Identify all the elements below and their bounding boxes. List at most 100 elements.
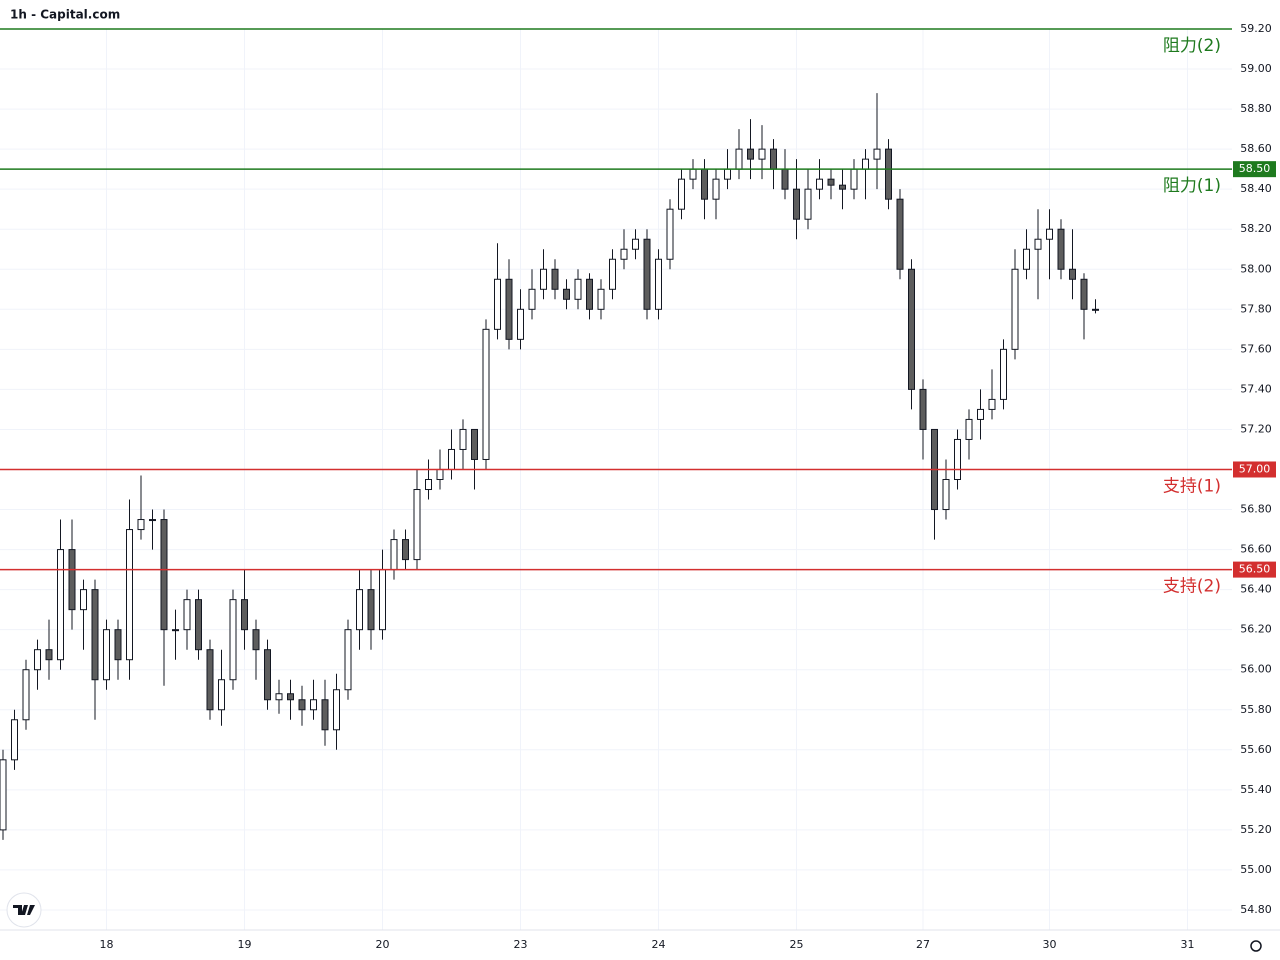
candle-body (482, 328, 490, 460)
candle-body (655, 258, 662, 310)
x-tick-label: 31 (1181, 938, 1195, 951)
candle-body (1092, 308, 1099, 311)
candle-body (563, 288, 570, 300)
candle-body (1069, 268, 1076, 280)
x-tick-label: 23 (514, 938, 528, 951)
price-tag (1233, 161, 1276, 178)
y-tick-label: 55.20 (1240, 823, 1272, 836)
candle-body (597, 288, 605, 310)
price-tag (1233, 561, 1276, 578)
y-tick-label: 56.20 (1240, 623, 1272, 636)
y-tick-label: 56.80 (1240, 503, 1272, 516)
candle-body (609, 258, 616, 290)
candle-body (747, 148, 754, 160)
candle-body (919, 388, 927, 430)
candle-body (126, 529, 133, 661)
candle-body (275, 693, 283, 701)
candle-body (724, 168, 731, 180)
candle-body (379, 569, 386, 631)
candle-body (770, 148, 777, 170)
candle-body (413, 489, 421, 561)
candle-body (298, 699, 306, 711)
logo (6, 892, 42, 928)
level-name: 支持(1) (1163, 476, 1221, 496)
candle-body (1034, 238, 1042, 250)
candle-body (344, 629, 352, 691)
candle-body (367, 589, 375, 631)
price-tag (1233, 461, 1276, 478)
candle-body (505, 278, 513, 340)
candle-body (551, 268, 559, 290)
y-tick-label: 55.60 (1240, 743, 1272, 756)
candle-body (160, 519, 168, 631)
settings-icon[interactable] (1250, 940, 1262, 952)
level-name: 阻力(1) (1163, 176, 1221, 196)
y-tick-label: 56.60 (1240, 543, 1272, 556)
y-tick-label: 55.40 (1240, 783, 1272, 796)
candle-body (356, 589, 363, 631)
candle-body (68, 549, 76, 611)
y-tick-label: 55.00 (1240, 863, 1272, 876)
candle-body (114, 629, 122, 661)
y-tick-label: 57.60 (1240, 342, 1272, 355)
y-tick-label: 58.00 (1240, 262, 1272, 275)
candle-body (310, 699, 317, 711)
candle-body (34, 649, 41, 671)
candle-body (11, 719, 18, 761)
candle-body (528, 288, 536, 310)
candle-body (873, 148, 881, 160)
candle-body (954, 438, 961, 481)
candle-body (540, 268, 547, 290)
candle-body (977, 408, 984, 420)
candle-body (333, 689, 340, 731)
candle-body (57, 549, 64, 661)
candle-body (1023, 248, 1030, 270)
candle-body (701, 168, 708, 200)
candle-body (137, 519, 145, 531)
x-tick-label: 24 (652, 938, 666, 951)
candle-body (988, 398, 996, 410)
candle-body (459, 428, 467, 450)
candle-body (149, 519, 156, 522)
candle-body (1057, 228, 1065, 270)
candle-body (1000, 348, 1007, 400)
candle-body (816, 178, 823, 190)
x-tick-label: 20 (376, 938, 390, 951)
y-tick-label: 58.40 (1240, 182, 1272, 195)
candle-body (287, 693, 294, 701)
candle-body (896, 198, 904, 270)
candle-body (45, 649, 53, 661)
candle-body (22, 669, 30, 721)
y-tick-label: 58.20 (1240, 222, 1272, 235)
y-tick-label: 59.20 (1240, 22, 1272, 35)
x-tick-label: 25 (790, 938, 804, 951)
candle-body (264, 649, 271, 701)
candle-body (436, 468, 444, 481)
y-tick-label: 58.60 (1240, 142, 1272, 155)
candle-body (735, 148, 743, 170)
candle-body (494, 278, 501, 330)
candle-body (91, 589, 99, 681)
candle-body (0, 759, 7, 831)
x-tick-label: 30 (1043, 938, 1057, 951)
candle-body (908, 268, 915, 390)
y-tick-label: 58.80 (1240, 102, 1272, 115)
y-tick-label: 57.20 (1240, 422, 1272, 435)
candle-body (390, 539, 398, 571)
x-tick-label: 18 (100, 938, 114, 951)
candle-body (804, 188, 812, 220)
candle-body (666, 208, 674, 260)
candle-body (712, 178, 720, 200)
axes: 54.80 55.00 55.20 55.40 55.60 55.80 56.00 56.20… (0, 22, 1280, 951)
candle-body (1046, 228, 1053, 240)
candle-body (195, 599, 202, 651)
y-tick-label: 54.80 (1240, 903, 1272, 916)
candle-body (103, 629, 110, 681)
title-bar (0, 0, 1232, 28)
candle-body (218, 679, 225, 711)
candle-body (252, 629, 260, 651)
price-tag-label: 56.50 (1239, 563, 1271, 576)
candle-body (448, 448, 455, 470)
